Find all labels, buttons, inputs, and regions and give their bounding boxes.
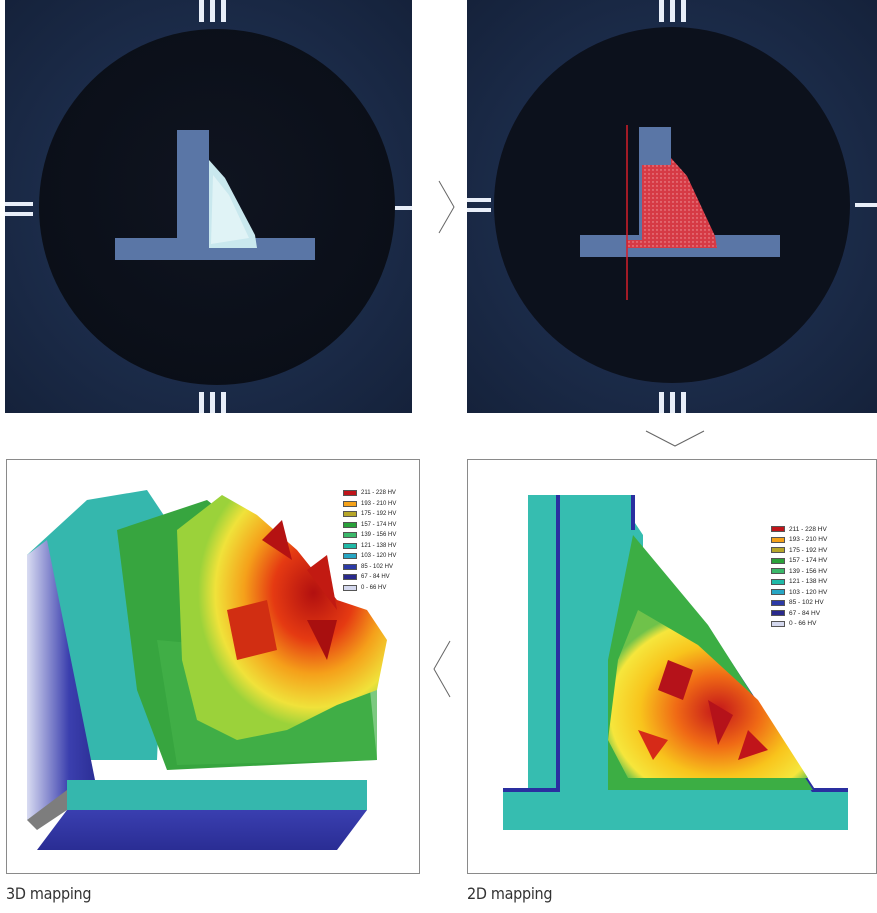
measurement-grid-graphic (467, 0, 877, 413)
hardness-3d-surface (27, 490, 387, 850)
legend-item: 193 - 210 HV (343, 499, 396, 510)
sample-photo (5, 0, 412, 413)
legend-3d: 211 - 228 HV 193 - 210 HV 175 - 192 HV 1… (343, 488, 396, 593)
chevron-right-icon (438, 180, 456, 234)
legend-item: 85 - 102 HV (771, 598, 827, 609)
hardness-3d-map: 211 - 228 HV 193 - 210 HV 175 - 192 HV 1… (6, 459, 420, 874)
legend-item: 157 - 174 HV (343, 520, 396, 531)
chevron-down-icon (645, 430, 705, 448)
sample-photo-graphic (5, 0, 412, 413)
hardness-2d-contour (503, 495, 848, 830)
legend-item: 139 - 156 HV (343, 530, 396, 541)
measurement-grid-photo (467, 0, 877, 413)
legend-item: 0 - 66 HV (343, 583, 396, 594)
legend-item: 139 - 156 HV (771, 566, 827, 577)
hardness-2d-map: 211 - 228 HV 193 - 210 HV 175 - 192 HV 1… (467, 459, 877, 874)
caption-3d-mapping: 3D mapping (6, 884, 92, 903)
legend-item: 157 - 174 HV (771, 556, 827, 567)
legend-item: 175 - 192 HV (343, 509, 396, 520)
legend-item: 175 - 192 HV (771, 545, 827, 556)
legend-item: 103 - 120 HV (771, 587, 827, 598)
legend-item: 193 - 210 HV (771, 535, 827, 546)
legend-item: 211 - 228 HV (343, 488, 396, 499)
legend-item: 67 - 84 HV (343, 572, 396, 583)
legend-item: 0 - 66 HV (771, 619, 827, 630)
legend-item: 103 - 120 HV (343, 551, 396, 562)
legend-item: 85 - 102 HV (343, 562, 396, 573)
legend-item: 121 - 138 HV (343, 541, 396, 552)
caption-2d-mapping: 2D mapping (467, 884, 553, 903)
chevron-left-icon (433, 640, 451, 698)
legend-item: 211 - 228 HV (771, 524, 827, 535)
legend-item: 67 - 84 HV (771, 608, 827, 619)
legend-2d: 211 - 228 HV 193 - 210 HV 175 - 192 HV 1… (771, 524, 827, 629)
legend-item: 121 - 138 HV (771, 577, 827, 588)
